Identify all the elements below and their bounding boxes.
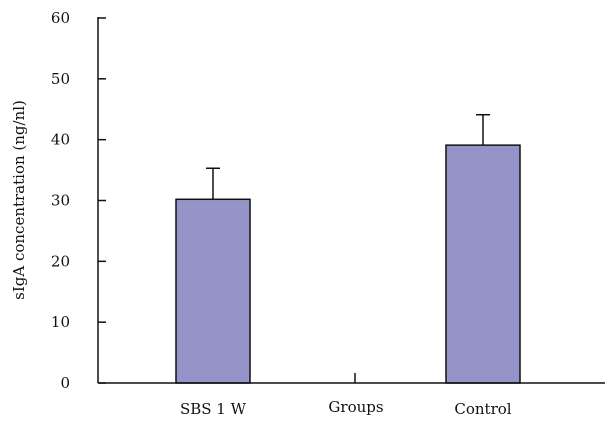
bars-layer bbox=[175, 144, 521, 384]
y-ticks-layer: 0 10 20 30 40 50 60 bbox=[51, 9, 106, 392]
y-tick-label: 50 bbox=[51, 70, 70, 88]
category-labels-layer: SBS 1 W Control bbox=[180, 400, 512, 418]
y-tick-label: 40 bbox=[51, 131, 70, 149]
bar bbox=[445, 144, 521, 384]
error-bars-layer bbox=[206, 113, 490, 200]
x-axis-title: Groups bbox=[328, 398, 383, 416]
category-label: Control bbox=[454, 400, 511, 418]
y-tick-label: 60 bbox=[51, 9, 70, 27]
category-label: SBS 1 W bbox=[180, 400, 247, 418]
y-axis-title: sIgA concentration (ng/nl) bbox=[10, 100, 28, 300]
y-tick-label: 20 bbox=[51, 252, 70, 270]
y-tick-label: 0 bbox=[60, 374, 70, 392]
y-tick-label: 10 bbox=[51, 313, 70, 331]
y-tick-label: 30 bbox=[51, 192, 70, 210]
bar bbox=[175, 198, 251, 384]
